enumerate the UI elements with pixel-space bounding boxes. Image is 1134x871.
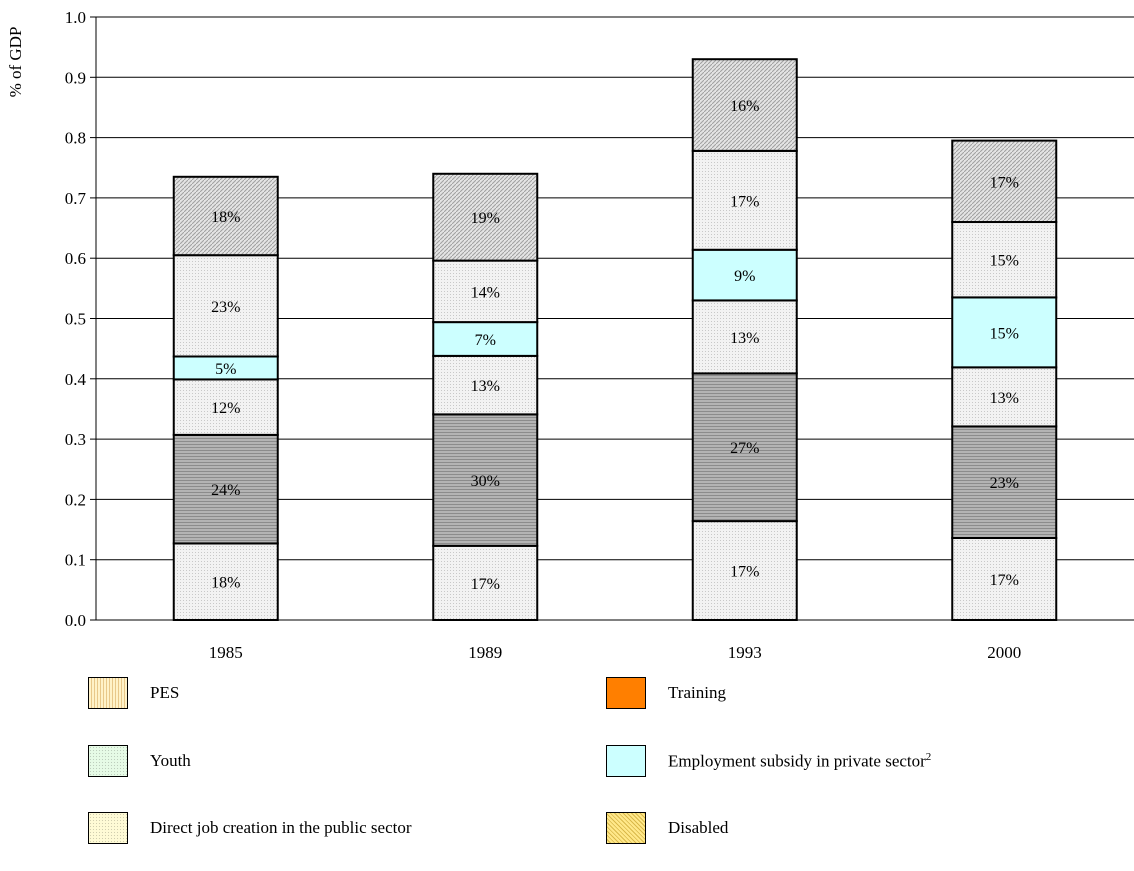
bar-segment-1993-0 [691, 520, 798, 621]
data-label: 16% [730, 98, 759, 115]
data-label: 15% [990, 253, 1019, 270]
bars: 18% 24% 12% 5% 23% 18% 17% 30% 13% 7% 14% 19% 17% 27%… [172, 58, 1058, 622]
data-label: 23% [211, 299, 240, 316]
bar-segment-1993-1 [691, 372, 798, 523]
bar-segment-1985-1 [172, 433, 279, 545]
data-label: 30% [471, 473, 500, 490]
legend-swatch [88, 677, 128, 709]
data-label: 17% [990, 572, 1019, 589]
legend-item: Employment subsidy in private sector2 [606, 745, 931, 777]
data-label: 17% [730, 564, 759, 581]
bar-segment-2000-5 [951, 139, 1058, 224]
legend-superscript: 2 [925, 750, 932, 763]
legend-item: PES [88, 677, 179, 709]
data-label: 19% [471, 210, 500, 227]
legend-item: Direct job creation in the public sector [88, 812, 412, 844]
tick-labels: 0.0 0.1 0.2 0.3 0.4 0.5 0.6 0.7 0.8 0.9 1.0 1985 198… [65, 8, 1022, 660]
bar-segment-2000-3 [951, 296, 1058, 369]
bar-segment-1985-2 [172, 378, 279, 436]
y-tick-label: 0.3 [65, 430, 86, 449]
data-label: 9% [734, 268, 755, 285]
stacked-bar-chart: 18% 24% 12% 5% 23% 18% 17% 30% 13% 7% 14% 19% 17% 27%… [6, 8, 1134, 660]
data-label: 7% [475, 332, 496, 349]
x-tick-label-1985: 1985 [209, 643, 243, 660]
data-label: 13% [471, 378, 500, 395]
data-label: 12% [211, 400, 240, 417]
legend-item: Training [606, 677, 726, 709]
y-tick-label: 0.1 [65, 551, 86, 570]
bar-segment-1989-0 [432, 544, 539, 621]
legend: PES Training Youth Employment subsidy in pr… [0, 660, 1134, 871]
legend-item: Disabled [606, 812, 728, 844]
data-label: 17% [471, 576, 500, 593]
data-label: 17% [730, 193, 759, 210]
data-label: 23% [990, 475, 1019, 492]
y-tick-label: 0.7 [65, 189, 87, 208]
legend-label: Disabled [668, 818, 729, 837]
bar-segment-1989-4 [432, 259, 539, 324]
data-label: 13% [990, 390, 1019, 407]
data-label: 18% [211, 209, 240, 226]
data-label: 18% [211, 575, 240, 592]
data-label: 17% [990, 174, 1019, 191]
y-tick-label: 0.4 [65, 370, 87, 389]
legend-swatch [606, 677, 646, 709]
bar-segment-2000-2 [951, 366, 1058, 428]
legend-label: Training [668, 683, 726, 702]
data-label: 14% [471, 284, 500, 301]
legend-swatch [88, 745, 128, 777]
legend-swatch [606, 745, 646, 777]
y-tick-label: 0.8 [65, 129, 86, 148]
y-tick-label: 0.2 [65, 490, 86, 509]
bar-segment-1985-5 [172, 175, 279, 257]
data-label: 24% [211, 482, 240, 499]
y-axis-label: % of GDP [6, 27, 25, 98]
bar-segment-1985-0 [172, 542, 279, 622]
data-label: 27% [730, 440, 759, 457]
bar-segment-1985-4 [172, 254, 279, 358]
legend-swatch [88, 812, 128, 844]
bar-segment-2000-1 [951, 425, 1058, 539]
data-label: 13% [730, 330, 759, 347]
bar-segment-2000-0 [951, 536, 1058, 622]
legend-label: PES [150, 683, 180, 702]
y-tick-label: 0.6 [65, 249, 86, 268]
legend-label: Direct job creation in the public sector [150, 818, 412, 837]
bar-segment-1989-5 [432, 172, 539, 262]
legend-swatch [606, 812, 646, 844]
bar-segment-1993-2 [691, 299, 798, 375]
bar-segment-2000-4 [951, 221, 1058, 299]
y-tick-label: 0.9 [65, 68, 86, 87]
legend-label: Employment subsidy in private sector2 [668, 750, 932, 771]
x-tick-label-2000: 2000 [987, 643, 1021, 660]
legend-item: Youth [88, 745, 191, 777]
x-tick-label-1989: 1989 [468, 643, 502, 660]
axes [90, 16, 97, 621]
bar-segment-1989-3 [432, 321, 539, 357]
data-label: 5% [215, 361, 236, 378]
y-tick-label: 0.5 [65, 310, 86, 329]
y-tick-label: 0.0 [65, 611, 86, 630]
bar-segment-1989-1 [432, 413, 539, 547]
bar-segment-1993-5 [691, 58, 798, 152]
y-tick-label: 1.0 [65, 8, 86, 27]
legend-label: Youth [150, 751, 191, 770]
data-label: 15% [990, 325, 1019, 342]
x-tick-label-1993: 1993 [728, 643, 762, 660]
